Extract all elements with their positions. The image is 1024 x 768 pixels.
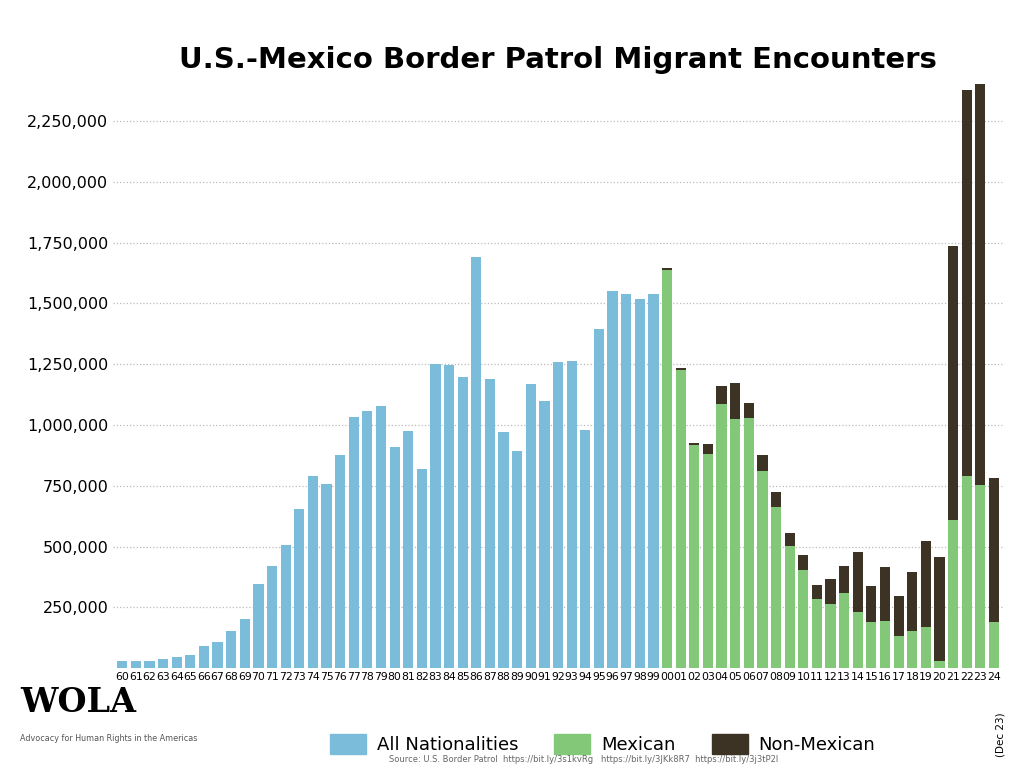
Bar [702,454,713,668]
Bar [798,570,808,668]
Bar [771,507,781,668]
Bar [376,406,386,668]
Bar [553,362,563,668]
Bar [921,627,931,668]
Bar [784,533,795,546]
Bar [322,484,332,668]
Bar [635,300,645,668]
Bar [240,619,250,668]
Bar [389,447,399,668]
Bar [185,654,196,668]
Bar [117,661,127,668]
Bar [962,90,972,476]
Text: Source: U.S. Border Patrol  https://bit.ly/3s1kvRg   https://bit.ly/3JKk8R7  htt: Source: U.S. Border Patrol https://bit.l… [389,755,778,764]
Bar [758,472,768,668]
Bar [131,661,141,668]
Bar [484,379,495,668]
Bar [907,571,918,631]
Bar [212,642,222,668]
Bar [812,598,822,668]
Bar [880,621,890,668]
Bar [458,377,468,668]
Bar [648,294,658,668]
Bar [894,637,904,668]
Bar [444,365,455,668]
Bar [471,257,481,668]
Bar [689,442,699,445]
Bar [525,384,536,668]
Bar [702,444,713,454]
Bar [144,660,155,668]
Bar [267,566,278,668]
Bar [989,622,999,668]
Bar [934,660,944,668]
Bar [825,579,836,604]
Bar [717,404,727,668]
Bar [730,419,740,668]
Bar [294,508,304,668]
Bar [784,546,795,668]
Bar [866,622,877,668]
Bar [512,452,522,668]
Bar [430,364,440,668]
Bar [348,417,358,668]
Title: U.S.-Mexico Border Patrol Migrant Encounters: U.S.-Mexico Border Patrol Migrant Encoun… [179,46,937,74]
Bar [199,647,209,668]
Bar [989,478,999,622]
Bar [962,476,972,668]
Bar [158,659,168,668]
Bar [662,269,672,270]
Bar [417,468,427,668]
Bar [499,432,509,668]
Bar [825,604,836,668]
Bar [907,631,918,668]
Bar [894,596,904,637]
Bar [839,594,849,668]
Legend: All Nationalities, Mexican, Non-Mexican: All Nationalities, Mexican, Non-Mexican [323,727,883,761]
Bar [730,383,740,419]
Bar [581,430,591,668]
Bar [975,485,985,668]
Bar [812,585,822,598]
Bar [758,455,768,472]
Bar [717,386,727,404]
Bar [934,557,944,660]
Bar [607,291,617,668]
Bar [839,566,849,594]
Bar [948,520,958,668]
Bar [975,66,985,485]
Bar [662,270,672,668]
Bar [281,545,291,668]
Bar [866,586,877,622]
Bar [921,541,931,627]
Bar [622,294,632,668]
Bar [335,455,345,668]
Bar [948,247,958,520]
Bar [771,492,781,507]
Bar [226,631,237,668]
Text: Advocacy for Human Rights in the Americas: Advocacy for Human Rights in the America… [20,734,198,743]
Bar [853,612,863,668]
Bar [853,551,863,612]
Bar [743,403,754,419]
Text: (Dec 23): (Dec 23) [995,712,1006,756]
Bar [308,476,318,668]
Bar [689,445,699,668]
Bar [880,567,890,621]
Bar [403,431,414,668]
Bar [798,555,808,570]
Bar [676,368,686,370]
Bar [743,419,754,668]
Bar [172,657,182,668]
Bar [253,584,263,668]
Bar [540,402,550,668]
Bar [676,370,686,668]
Text: WOLA: WOLA [20,687,136,719]
Bar [362,411,373,668]
Bar [566,361,577,668]
Bar [594,329,604,668]
